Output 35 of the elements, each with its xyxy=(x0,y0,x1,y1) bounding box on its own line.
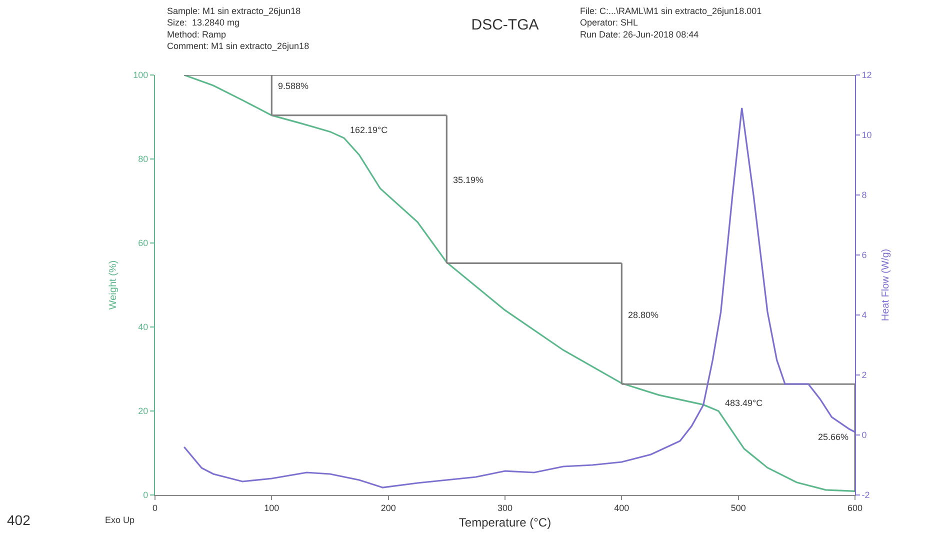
text: File: C:...\RAML\M1 sin extracto_26jun18.001 Operator: SHL Run Date: 26-Jun-2018 08:44 xyxy=(580,6,762,40)
y2-tick-label: 0 xyxy=(862,430,867,440)
y-tick-label: 100 xyxy=(133,70,148,80)
text: 402 xyxy=(7,512,31,528)
x-tick-label: 300 xyxy=(497,502,513,513)
x-tick-label: 200 xyxy=(380,502,396,513)
annotation: 162.19°C xyxy=(350,125,388,135)
x-tick-label: 100 xyxy=(264,502,280,513)
y2-tick-label: -2 xyxy=(862,490,870,500)
text: Exo Up xyxy=(105,515,135,525)
y2-tick-label: 6 xyxy=(862,250,867,260)
y-tick-label: 20 xyxy=(138,406,148,416)
annotation: 35.19% xyxy=(453,175,484,185)
y2-tick-label: 12 xyxy=(862,70,872,80)
x-tick-label: 500 xyxy=(730,502,746,513)
x-axis-title: Temperature (°C) xyxy=(458,516,552,530)
y2-tick-label: 10 xyxy=(862,130,872,140)
annotation: 483.49°C xyxy=(725,398,764,408)
y-tick-label: 0 xyxy=(143,490,148,500)
annotation: 9.588% xyxy=(278,81,309,91)
y2-tick-label: 4 xyxy=(862,310,867,320)
y2-tick-label: 2 xyxy=(862,370,867,380)
text: Sample: M1 sin extracto_26jun18 Size: 13.2840 mg Method: Ramp Comment: M1 sin extracto_26jun18 xyxy=(167,6,310,52)
annotation: 25.66% xyxy=(818,432,849,442)
x-tick-label: 400 xyxy=(614,502,630,513)
y-tick-label: 60 xyxy=(138,238,148,248)
y-tick-label: 40 xyxy=(138,322,148,332)
annotation: 28.80% xyxy=(628,310,659,320)
x-tick-label: 0 xyxy=(152,502,158,513)
chart-title: DSC-TGA xyxy=(471,16,539,34)
y2-tick-label: 8 xyxy=(862,190,867,200)
y-tick-label: 80 xyxy=(138,154,148,164)
y2-axis-title: Heat Flow (W/g) xyxy=(880,248,892,322)
y-axis-title: Weight (%) xyxy=(108,260,120,310)
x-tick-label: 600 xyxy=(847,502,863,513)
